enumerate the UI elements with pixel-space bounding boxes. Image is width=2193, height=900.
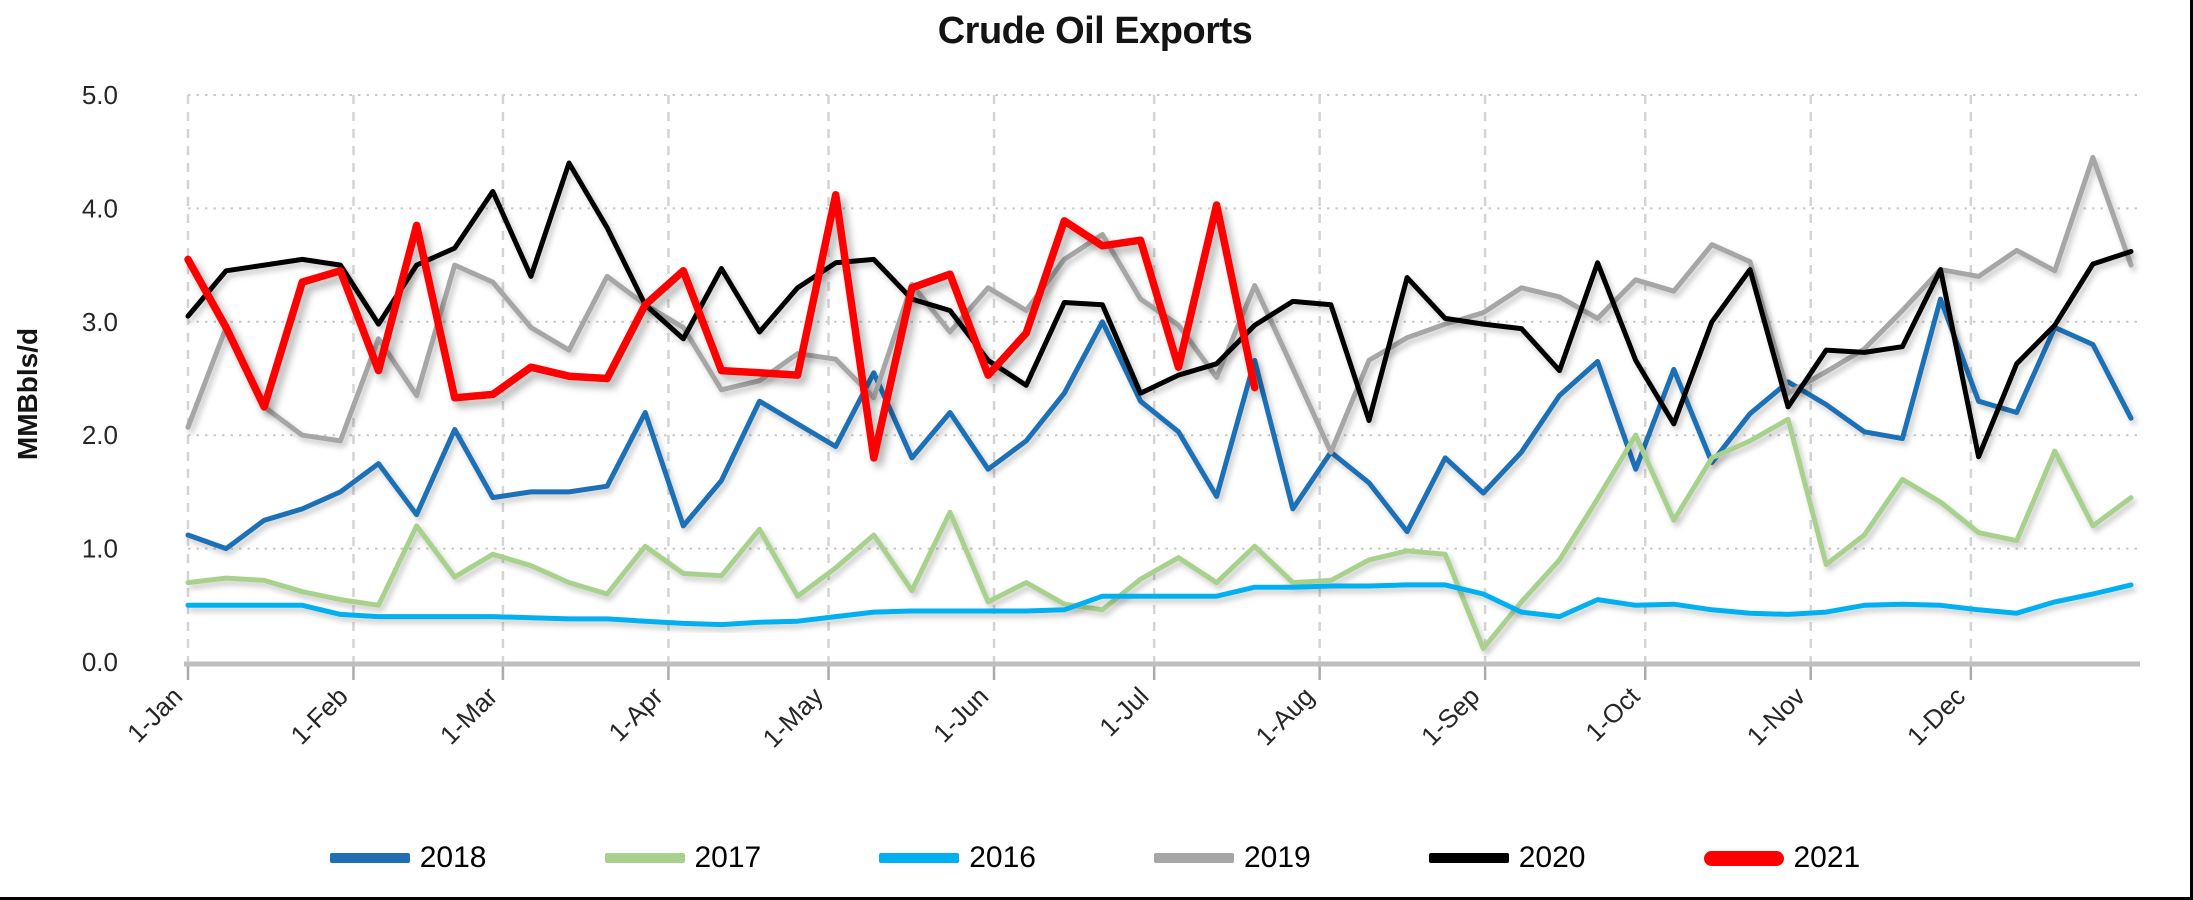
x-tick-label: 1-Nov — [1741, 681, 1811, 751]
x-tick-label: 1-May — [756, 681, 828, 753]
series-line-2021 — [184, 191, 1259, 462]
x-tick-label: 1-Oct — [1579, 680, 1646, 747]
x-tick-label: 1-Sep — [1415, 681, 1485, 751]
x-tick-label: 1-Apr — [602, 681, 668, 747]
y-tick-label: 5.0 — [82, 80, 118, 110]
legend-item-2021: 2021 — [1703, 841, 1861, 875]
legend-label: 2019 — [1244, 841, 1311, 874]
y-tick-label: 2.0 — [82, 420, 118, 450]
legend-label: 2018 — [419, 841, 487, 874]
legend-label: 2016 — [969, 841, 1036, 874]
y-axis-title: MMBbls/d — [12, 327, 43, 461]
series-line-2016 — [185, 582, 2134, 628]
legend-item-2016: 2016 — [879, 841, 1036, 875]
legend-swatch-2017 — [604, 853, 685, 863]
legend-label: 2017 — [694, 841, 762, 874]
legend-item-2019: 2019 — [1154, 841, 1311, 875]
x-tick-label: 1-Mar — [434, 681, 503, 750]
y-tick-label: 3.0 — [82, 307, 118, 337]
y-tick-label: 1.0 — [82, 534, 118, 564]
x-tick-label: 1-Jul — [1093, 681, 1154, 742]
x-tick-label: 1-Jan — [121, 681, 188, 748]
series-line-2017 — [185, 416, 2134, 651]
legend-swatch-2018 — [329, 853, 410, 863]
x-tick-label: 1-Dec — [1901, 681, 1971, 751]
x-tick-label: 1-Jun — [927, 681, 994, 748]
legend-label: 2020 — [1518, 841, 1586, 874]
series-line-2020 — [185, 160, 2134, 460]
y-tick-label: 0.0 — [82, 647, 118, 677]
legend-swatch-2019 — [1154, 853, 1234, 863]
legend-label: 2021 — [1793, 841, 1861, 874]
x-tick-label: 1-Feb — [284, 681, 353, 750]
legend-item-2018: 2018 — [329, 841, 487, 875]
legend: 2018 2017 2016 2019 2020 2021 — [0, 841, 2190, 875]
legend-swatch-2016 — [879, 853, 960, 863]
legend-swatch-2020 — [1428, 853, 1509, 863]
legend-item-2020: 2020 — [1428, 841, 1586, 875]
chart-title: Crude Oil Exports — [937, 10, 1253, 52]
series-line-2018 — [185, 296, 2134, 552]
x-tick-label: 1-Aug — [1250, 681, 1320, 751]
legend-swatch-2021 — [1703, 850, 1784, 866]
y-tick-label: 4.0 — [82, 193, 118, 223]
legend-item-2017: 2017 — [604, 841, 762, 875]
